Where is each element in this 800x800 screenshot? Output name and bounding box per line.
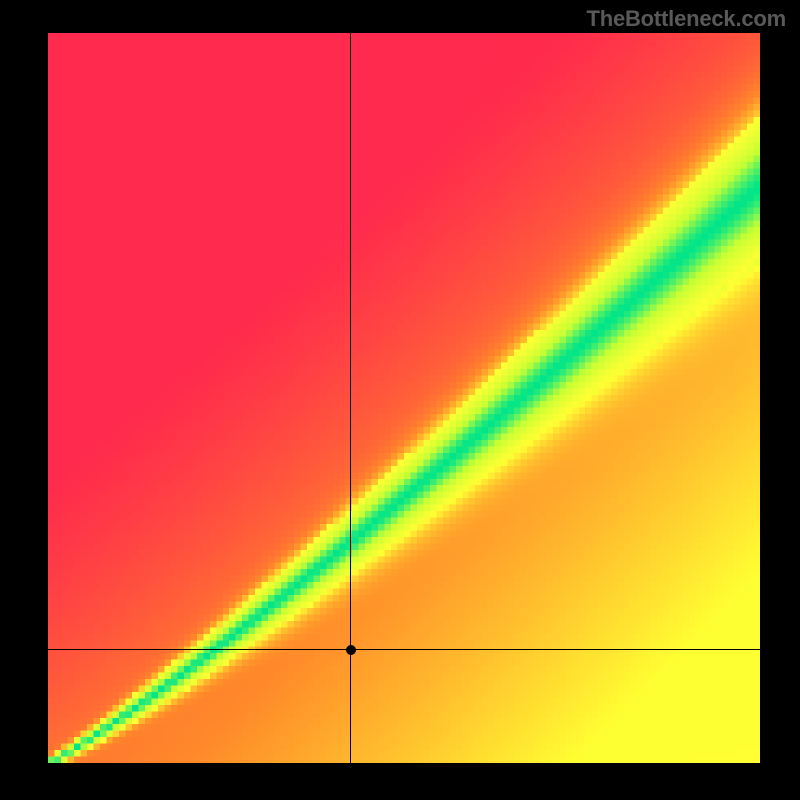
crosshair-horizontal [48, 649, 760, 650]
attribution-text: TheBottleneck.com [586, 6, 786, 32]
crosshair-marker [346, 645, 356, 655]
bottleneck-heatmap [48, 33, 760, 763]
